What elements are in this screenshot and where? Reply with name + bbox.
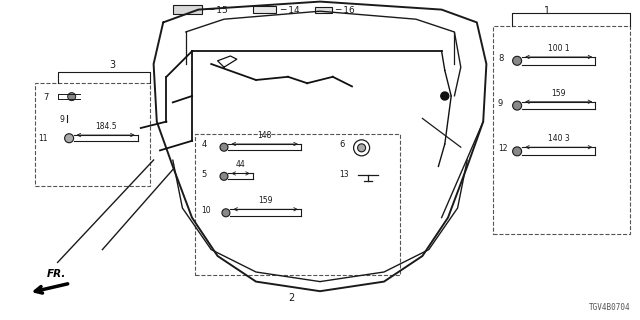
- Circle shape: [222, 209, 230, 217]
- Text: 7: 7: [44, 93, 49, 102]
- Text: 1: 1: [544, 6, 550, 16]
- Text: TGV4B0704: TGV4B0704: [589, 303, 630, 312]
- Text: 159: 159: [552, 89, 566, 98]
- Circle shape: [65, 134, 74, 143]
- Bar: [173, 5, 202, 14]
- Text: 8: 8: [498, 54, 503, 63]
- Text: ─ 15: ─ 15: [208, 6, 228, 15]
- Text: 11: 11: [38, 134, 48, 143]
- Circle shape: [513, 56, 522, 65]
- Text: 13: 13: [339, 170, 349, 179]
- Circle shape: [441, 92, 449, 100]
- Text: 140 3: 140 3: [548, 134, 570, 143]
- Text: 4: 4: [202, 140, 207, 149]
- Bar: [315, 7, 332, 13]
- Text: 5: 5: [202, 170, 207, 179]
- Text: 44: 44: [236, 160, 246, 170]
- Circle shape: [68, 92, 76, 100]
- Text: 9: 9: [498, 99, 503, 108]
- Text: 159: 159: [259, 196, 273, 205]
- Circle shape: [358, 144, 365, 152]
- Bar: [195, 134, 400, 275]
- Text: 100 1: 100 1: [548, 44, 570, 53]
- Text: 148: 148: [257, 131, 272, 140]
- Bar: [493, 26, 630, 234]
- Text: ─ 16: ─ 16: [335, 6, 355, 15]
- Text: 2: 2: [288, 293, 294, 303]
- Text: 6: 6: [339, 140, 344, 149]
- Circle shape: [513, 101, 522, 110]
- Text: 184.5: 184.5: [95, 122, 116, 131]
- Text: 10: 10: [202, 206, 211, 215]
- Circle shape: [220, 143, 228, 151]
- Circle shape: [513, 147, 522, 156]
- Text: FR.: FR.: [47, 269, 66, 279]
- Bar: [253, 6, 276, 13]
- Circle shape: [220, 172, 228, 180]
- Bar: [35, 83, 150, 186]
- Text: 9: 9: [60, 115, 65, 124]
- Text: 3: 3: [109, 60, 115, 70]
- Text: 12: 12: [498, 144, 508, 153]
- Text: ─ 14: ─ 14: [280, 6, 300, 15]
